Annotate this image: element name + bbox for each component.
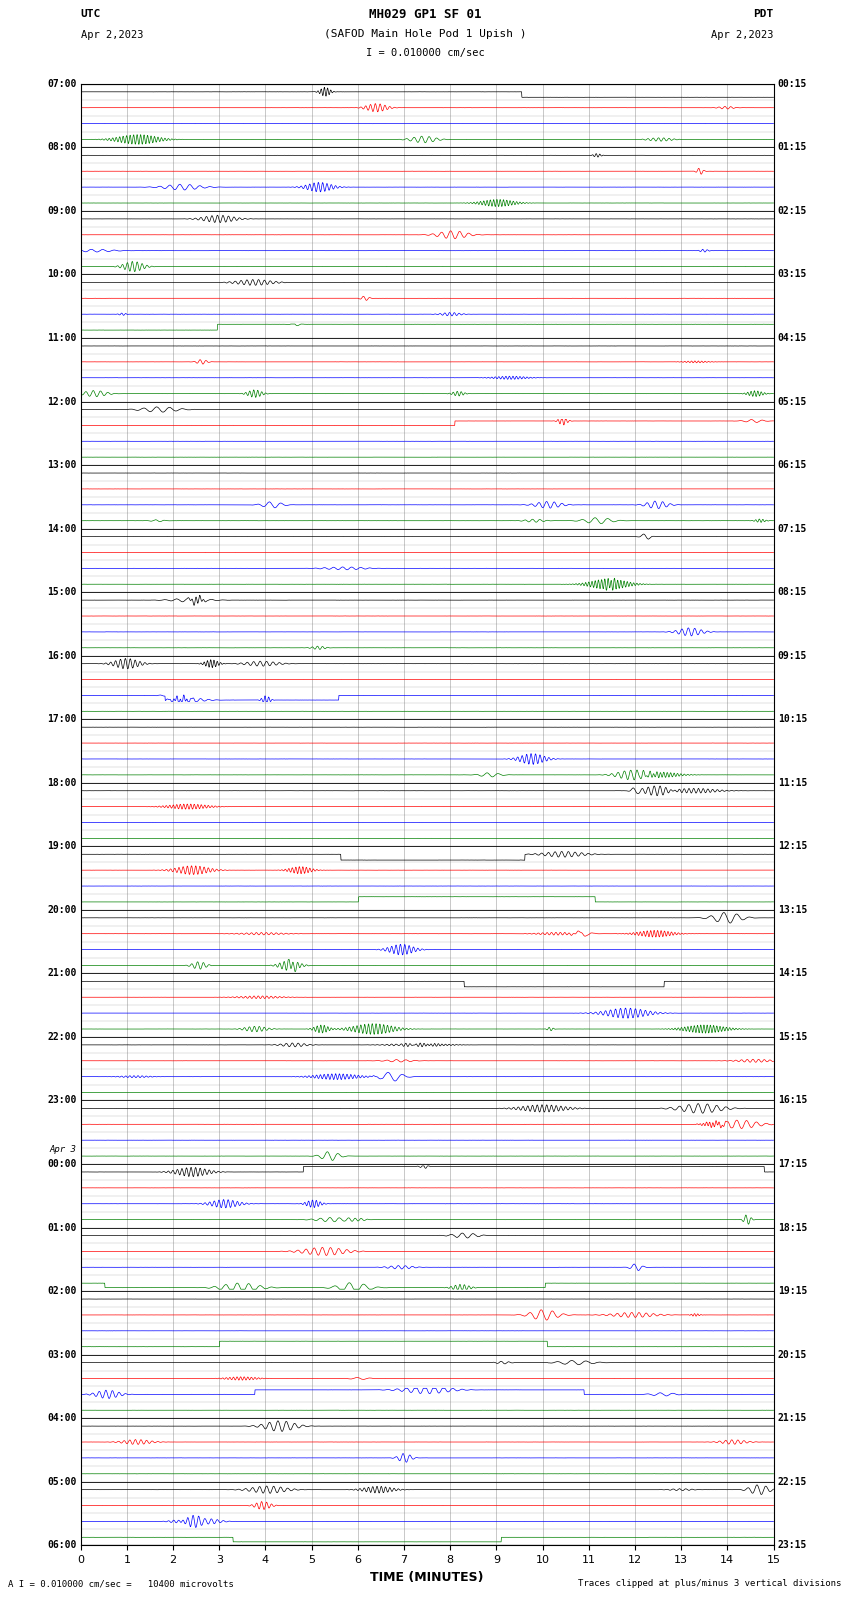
Text: 07:15: 07:15 (778, 524, 807, 534)
Text: (SAFOD Main Hole Pod 1 Upish ): (SAFOD Main Hole Pod 1 Upish ) (324, 29, 526, 39)
Text: 03:00: 03:00 (47, 1350, 76, 1360)
Text: 22:15: 22:15 (778, 1478, 807, 1487)
Text: 16:00: 16:00 (47, 650, 76, 661)
Text: 19:00: 19:00 (47, 842, 76, 852)
Text: 21:00: 21:00 (47, 968, 76, 979)
Text: 22:00: 22:00 (47, 1032, 76, 1042)
Text: 17:15: 17:15 (778, 1160, 807, 1169)
Text: 03:15: 03:15 (778, 269, 807, 279)
Text: 19:15: 19:15 (778, 1286, 807, 1297)
Text: 17:00: 17:00 (47, 715, 76, 724)
Text: 01:15: 01:15 (778, 142, 807, 152)
Text: 21:15: 21:15 (778, 1413, 807, 1423)
Text: I = 0.010000 cm/sec: I = 0.010000 cm/sec (366, 48, 484, 58)
Text: 23:15: 23:15 (778, 1540, 807, 1550)
Text: Apr 2,2023: Apr 2,2023 (711, 31, 774, 40)
Text: 16:15: 16:15 (778, 1095, 807, 1105)
Text: 08:15: 08:15 (778, 587, 807, 597)
Text: 14:15: 14:15 (778, 968, 807, 979)
Text: 20:15: 20:15 (778, 1350, 807, 1360)
Text: 18:00: 18:00 (47, 777, 76, 787)
Text: Traces clipped at plus/minus 3 vertical divisions: Traces clipped at plus/minus 3 vertical … (578, 1579, 842, 1589)
Text: Apr 3: Apr 3 (49, 1145, 76, 1155)
Text: 01:00: 01:00 (47, 1223, 76, 1232)
Text: 20:00: 20:00 (47, 905, 76, 915)
Text: A I = 0.010000 cm/sec =   10400 microvolts: A I = 0.010000 cm/sec = 10400 microvolts (8, 1579, 235, 1589)
Text: 11:00: 11:00 (47, 332, 76, 344)
Text: 04:15: 04:15 (778, 332, 807, 344)
Text: Apr 2,2023: Apr 2,2023 (81, 31, 144, 40)
Text: 02:15: 02:15 (778, 206, 807, 216)
Text: 09:15: 09:15 (778, 650, 807, 661)
Text: 15:15: 15:15 (778, 1032, 807, 1042)
Text: 00:00: 00:00 (47, 1160, 76, 1169)
Text: 11:15: 11:15 (778, 777, 807, 787)
Text: 06:00: 06:00 (47, 1540, 76, 1550)
Text: 10:00: 10:00 (47, 269, 76, 279)
Text: UTC: UTC (81, 10, 101, 19)
Text: 15:00: 15:00 (47, 587, 76, 597)
Text: 10:15: 10:15 (778, 715, 807, 724)
Text: 02:00: 02:00 (47, 1286, 76, 1297)
Text: 18:15: 18:15 (778, 1223, 807, 1232)
Text: 04:00: 04:00 (47, 1413, 76, 1423)
Text: 13:00: 13:00 (47, 460, 76, 469)
Text: 08:00: 08:00 (47, 142, 76, 152)
X-axis label: TIME (MINUTES): TIME (MINUTES) (371, 1571, 484, 1584)
Text: 00:15: 00:15 (778, 79, 807, 89)
Text: PDT: PDT (753, 10, 774, 19)
Text: 09:00: 09:00 (47, 206, 76, 216)
Text: 12:15: 12:15 (778, 842, 807, 852)
Text: 23:00: 23:00 (47, 1095, 76, 1105)
Text: 05:00: 05:00 (47, 1478, 76, 1487)
Text: 13:15: 13:15 (778, 905, 807, 915)
Text: 14:00: 14:00 (47, 524, 76, 534)
Text: 07:00: 07:00 (47, 79, 76, 89)
Text: MH029 GP1 SF 01: MH029 GP1 SF 01 (369, 8, 481, 21)
Text: 05:15: 05:15 (778, 397, 807, 406)
Text: 06:15: 06:15 (778, 460, 807, 469)
Text: 12:00: 12:00 (47, 397, 76, 406)
